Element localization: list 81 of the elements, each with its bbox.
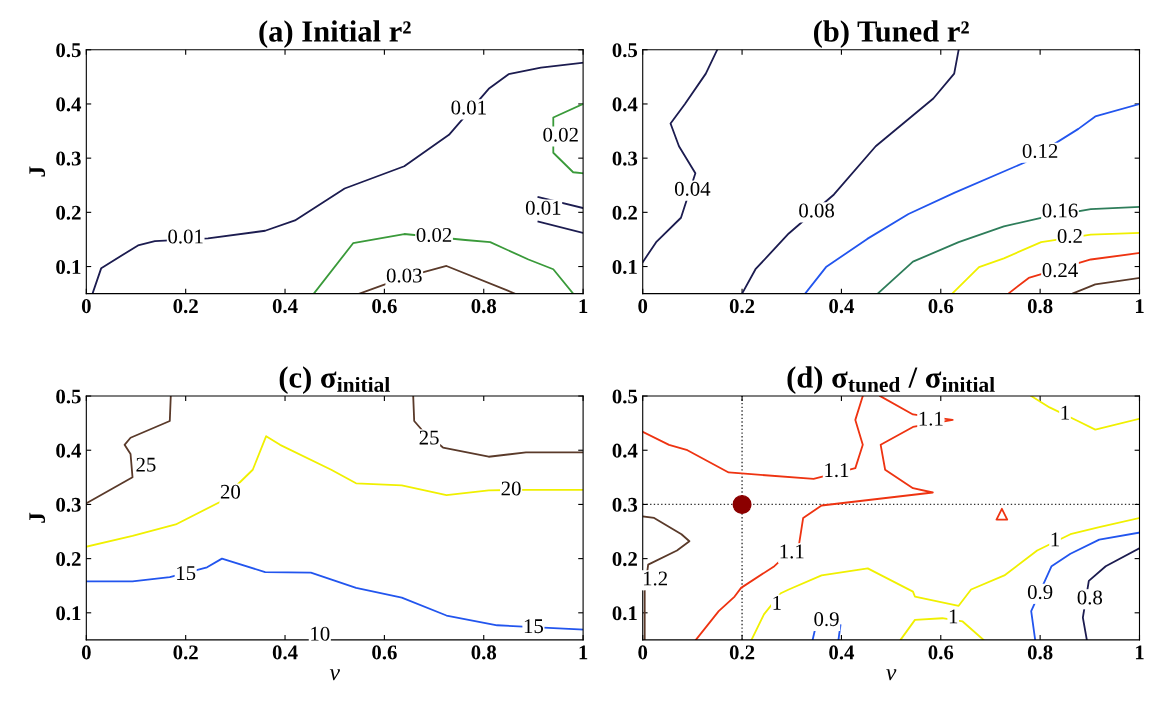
x-tick-label: 1 (579, 299, 588, 313)
x-tick-label: 0.6 (372, 645, 397, 660)
annotation: 0.8 (1077, 590, 1103, 605)
annotation: 0.08 (799, 203, 835, 218)
y-tick-label: 0.2 (56, 205, 81, 220)
annotation: 0.9 (1027, 584, 1053, 600)
annotation: 0.16 (1042, 203, 1078, 218)
y-tick-label: 0.3 (612, 151, 638, 166)
annotation: 20 (501, 481, 521, 496)
x-axis-title: ν (886, 669, 897, 681)
annotation: 1.1 (780, 544, 804, 559)
y-tick-label: 0.5 (56, 389, 81, 404)
annotation: 10 (311, 626, 330, 641)
annotation: 0.01 (168, 229, 203, 244)
x-tick-label: 0.8 (1027, 645, 1053, 660)
annotation: 1 (949, 609, 958, 624)
annotation: 15 (524, 619, 544, 634)
x-axis-title: ν (329, 669, 340, 681)
y-tick-label: 0.5 (56, 43, 81, 58)
y-tick-label: 0.3 (56, 151, 81, 166)
x-tick-label: 0.8 (471, 299, 497, 314)
annotation: 1.2 (643, 571, 668, 586)
y-tick-label: 0.2 (612, 551, 637, 567)
y-tick-label: 0.5 (612, 389, 638, 404)
x-tick-label: 0.2 (173, 299, 198, 314)
chart-title: (d) σ$_{tuned}$ / σ$_{initial}$ (787, 366, 995, 395)
x-tick-label: 1 (579, 645, 588, 660)
chart-title: (b) Tuned r² (813, 20, 969, 48)
y-tick-label: 0.3 (612, 497, 638, 512)
x-tick-label: 0.2 (173, 645, 198, 660)
annotation: 1.1 (825, 463, 849, 478)
y-tick-label: 0.4 (56, 443, 82, 458)
chart-title: (c) σ$_{initial}$ (279, 366, 390, 395)
annotation: 1 (1051, 532, 1059, 547)
y-tick-label: 0.4 (612, 443, 638, 458)
x-tick-label: 1 (1135, 299, 1144, 313)
annotation: 1 (1061, 405, 1069, 420)
x-tick-label: 0.4 (272, 645, 298, 660)
x-tick-label: 1 (1135, 645, 1144, 660)
x-tick-label: 0 (81, 299, 91, 314)
x-tick-label: 0 (81, 645, 91, 660)
y-tick-label: 0.2 (56, 551, 81, 567)
y-tick-label: 0.1 (56, 259, 81, 275)
x-tick-label: 0.4 (829, 299, 855, 314)
annotation: 0.9 (814, 612, 839, 627)
x-tick-label: 0.6 (928, 645, 954, 660)
y-tick-label: 0.5 (612, 43, 638, 58)
annotation: 0.04 (674, 181, 711, 196)
y-tick-label: 0.4 (56, 97, 82, 112)
x-tick-label: 0 (638, 645, 648, 660)
y-tick-label: 0.2 (612, 205, 637, 220)
y-tick-label: 0.4 (612, 97, 638, 112)
y-tick-label: 0.1 (612, 606, 637, 621)
annotation: 15 (177, 566, 196, 581)
chart-title: (a) Initial r² (259, 20, 411, 48)
y-tick-label: 0.3 (56, 497, 81, 512)
x-tick-label: 0.8 (471, 645, 497, 660)
x-tick-label: 0.4 (272, 299, 298, 314)
annotation: 0.12 (1022, 143, 1058, 159)
annotation: 0.2 (1057, 228, 1082, 244)
x-tick-label: 0.6 (928, 299, 954, 314)
y-axis-title: J (29, 512, 46, 523)
x-tick-label: 0.2 (729, 299, 755, 314)
annotation: 1 (773, 595, 781, 610)
annotation: 0.01 (451, 100, 486, 115)
annotation: 0.01 (525, 200, 561, 215)
annotation: 1.1 (919, 411, 943, 426)
y-axis-title: J (29, 166, 46, 177)
x-tick-label: 0.2 (729, 645, 755, 660)
y-tick-label: 0.1 (612, 259, 637, 275)
annotation: 0.02 (543, 127, 578, 142)
x-tick-label: 0.8 (1027, 299, 1053, 314)
y-tick-label: 0.1 (56, 606, 81, 621)
annotation: 0.24 (1042, 263, 1078, 278)
annotation: 0.02 (416, 227, 452, 243)
annotation: 25 (419, 430, 439, 445)
x-tick-label: 0.4 (829, 645, 855, 660)
x-tick-label: 0.6 (372, 299, 397, 314)
annotation: 25 (136, 457, 156, 472)
x-tick-label: 0 (638, 299, 648, 314)
annotation: 20 (220, 484, 241, 499)
